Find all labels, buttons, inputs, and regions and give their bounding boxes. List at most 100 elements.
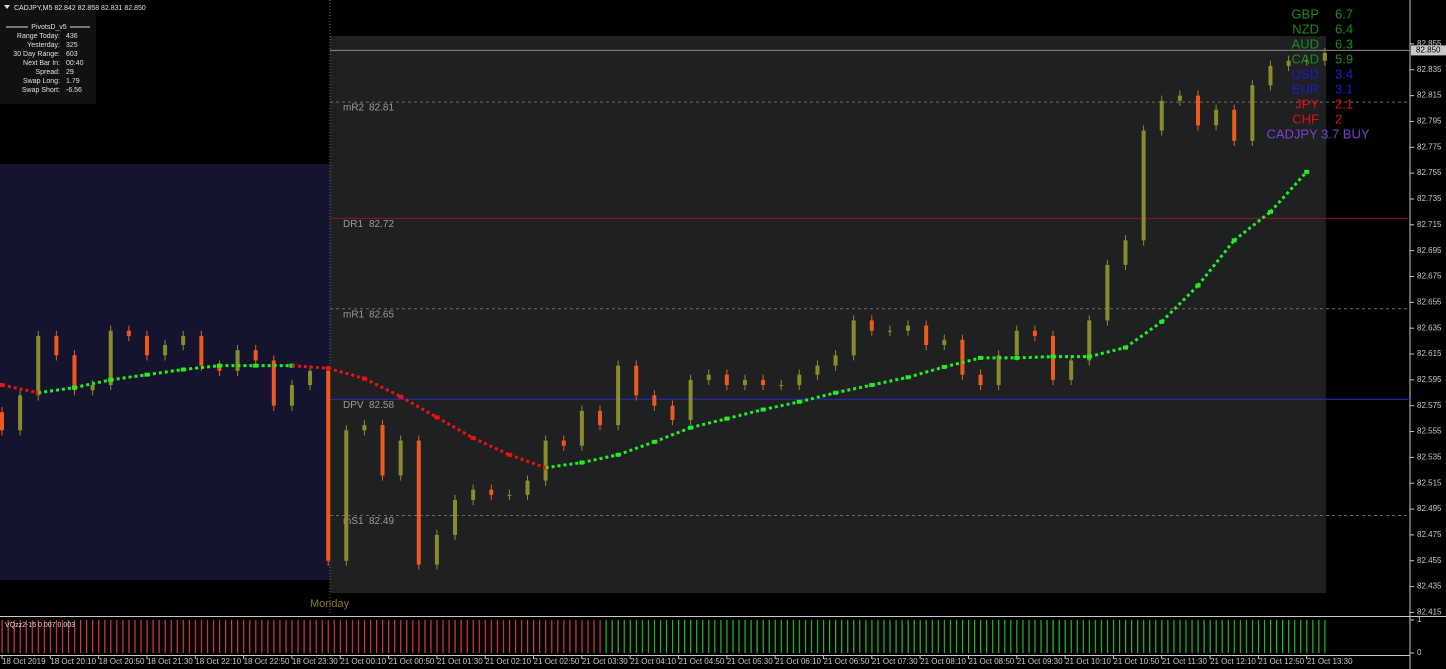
pivot-value: 82.58 (369, 400, 394, 411)
candle-body (380, 425, 385, 476)
candle-body (1322, 52, 1327, 61)
x-tick-label: 21 Oct 00:10 (340, 657, 386, 666)
strength-value: 2 (1335, 111, 1342, 126)
ma-segment (291, 364, 329, 370)
candle-body (851, 320, 856, 356)
candle-body (634, 365, 639, 396)
candle-body (978, 374, 983, 386)
candle-body (1195, 95, 1200, 126)
candle-body (869, 320, 874, 331)
y-tick-label: 82.455 (1417, 556, 1442, 565)
info-panel-box (0, 0, 96, 104)
candle-body (199, 335, 204, 366)
candle-body (906, 325, 911, 331)
current-price-label: 82.850 (1416, 45, 1441, 54)
candle-body (1177, 95, 1182, 101)
y-tick-label: 82.815 (1417, 91, 1442, 100)
y-tick-label: 82.715 (1417, 220, 1442, 229)
candle-body (471, 489, 476, 501)
y-tick-label: 82.735 (1417, 194, 1442, 203)
strength-name: EUR (1292, 81, 1319, 96)
ma-segment (545, 461, 583, 470)
info-label: Yesterday: (27, 42, 60, 49)
x-tick-label: 21 Oct 06:10 (775, 657, 821, 666)
info-value: 00:40 (66, 60, 84, 67)
x-tick-label: 18 Oct 22:10 (195, 657, 241, 666)
pivot-value: 82.65 (369, 309, 394, 320)
candle-body (289, 385, 294, 406)
strength-value: 6.7 (1335, 6, 1353, 21)
indicator-histogram (605, 620, 1326, 653)
candle-body (724, 374, 729, 386)
strength-name: JPY (1295, 96, 1319, 111)
candle-body (0, 412, 4, 431)
ma-segment (327, 366, 365, 381)
overlay-layer: 82.850 PivotsD_v5 Range Today: 436 Yesterday… (5, 6, 1446, 629)
candle-body (579, 410, 584, 446)
candle-body (561, 440, 566, 446)
candle-body (90, 385, 95, 391)
indicator-tick-label: 0 (1417, 648, 1422, 657)
candle-body (1214, 109, 1219, 126)
candle-body (253, 350, 258, 361)
info-value: -6.56 (66, 87, 82, 94)
candle-body (72, 355, 77, 391)
candle-body (1014, 330, 1019, 356)
x-tick-label: 21 Oct 05:30 (727, 657, 773, 666)
candle-body (453, 500, 458, 535)
x-tick-label: 21 Oct 09:30 (1017, 657, 1063, 666)
candle-body (616, 365, 621, 426)
candle-body (344, 430, 349, 561)
info-label: Spread: (35, 69, 60, 76)
info-label: Swap Long: (23, 78, 60, 85)
info-value: 325 (66, 42, 78, 49)
ma-segment (472, 436, 511, 457)
y-tick-label: 82.535 (1417, 452, 1442, 461)
y-tick-label: 82.675 (1417, 272, 1442, 281)
candle-body (670, 405, 675, 420)
candle-body (1069, 360, 1074, 380)
x-tick-label: 18 Oct 20:50 (99, 657, 145, 666)
x-tick-label: 21 Oct 12:10 (1210, 657, 1256, 666)
x-tick-label: 21 Oct 13:30 (1307, 657, 1353, 666)
info-title: PivotsD_v5 (31, 24, 67, 31)
y-tick-label: 82.855 (1417, 39, 1442, 48)
info-value: 436 (66, 33, 78, 40)
candle-body (543, 440, 548, 481)
ma-segment (581, 453, 619, 465)
info-label: Range Today: (17, 33, 60, 40)
ma-segment (871, 375, 909, 387)
background-layer: 82.415 82.435 82.455 82.475 82.495 82.515 82.5… (1, 39, 1442, 666)
candle-body (761, 379, 766, 386)
candle-body (108, 330, 113, 386)
candle-body (1286, 60, 1291, 66)
candle-body (525, 480, 530, 495)
menu-arrow (4, 5, 10, 9)
info-label: 30 Day Range: (13, 51, 60, 58)
ma-segment (943, 356, 981, 369)
current-session-box (330, 36, 1326, 593)
y-tick-label: 82.655 (1417, 297, 1442, 306)
ma-segment (907, 365, 945, 379)
indicator-label: VQzz2-15 0.007 0.003 (5, 622, 75, 629)
candle-body (797, 374, 802, 386)
x-tick-label: 21 Oct 08:10 (920, 657, 966, 666)
candle-body (1087, 320, 1092, 361)
ma-segment (363, 377, 402, 398)
strength-name: AUD (1292, 36, 1319, 51)
strength-value: 3.1 (1335, 81, 1353, 96)
ma-segment (726, 408, 764, 421)
y-tick-label: 82.615 (1417, 349, 1442, 358)
ma-segment (762, 400, 800, 412)
x-tick-label: 21 Oct 06:50 (823, 657, 869, 666)
ma-segment (1, 383, 39, 395)
candle-body (1268, 65, 1273, 86)
y-tick-label: 82.435 (1417, 582, 1442, 591)
ma-segment (1196, 239, 1236, 287)
y-tick-label: 82.555 (1417, 427, 1442, 436)
candle-body (779, 385, 784, 387)
candle-body (326, 370, 331, 561)
strength-name: NZD (1292, 21, 1319, 36)
candle-body (18, 395, 23, 431)
